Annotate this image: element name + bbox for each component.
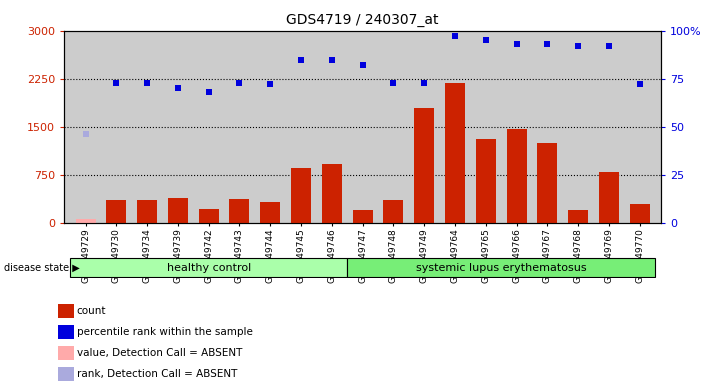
Bar: [538, 143, 557, 223]
Bar: [137, 200, 157, 223]
Bar: [230, 199, 250, 223]
Bar: [353, 210, 373, 223]
Title: GDS4719 / 240307_at: GDS4719 / 240307_at: [287, 13, 439, 27]
Bar: [476, 139, 496, 223]
Bar: [260, 202, 280, 223]
Bar: [415, 108, 434, 223]
FancyBboxPatch shape: [347, 258, 655, 277]
Text: percentile rank within the sample: percentile rank within the sample: [77, 327, 252, 337]
Bar: [568, 210, 588, 223]
Text: healthy control: healthy control: [166, 263, 251, 273]
Text: rank, Detection Call = ABSENT: rank, Detection Call = ABSENT: [77, 369, 237, 379]
Bar: [291, 168, 311, 223]
Bar: [383, 200, 403, 223]
Bar: [107, 200, 127, 223]
Bar: [198, 209, 219, 223]
Bar: [75, 219, 95, 223]
Bar: [168, 199, 188, 223]
Bar: [445, 83, 465, 223]
Text: systemic lupus erythematosus: systemic lupus erythematosus: [416, 263, 587, 273]
Bar: [599, 172, 619, 223]
Text: value, Detection Call = ABSENT: value, Detection Call = ABSENT: [77, 348, 242, 358]
Bar: [322, 164, 342, 223]
FancyBboxPatch shape: [70, 258, 347, 277]
Text: count: count: [77, 306, 106, 316]
Bar: [630, 204, 650, 223]
Bar: [506, 129, 527, 223]
Text: disease state ▶: disease state ▶: [4, 263, 80, 273]
